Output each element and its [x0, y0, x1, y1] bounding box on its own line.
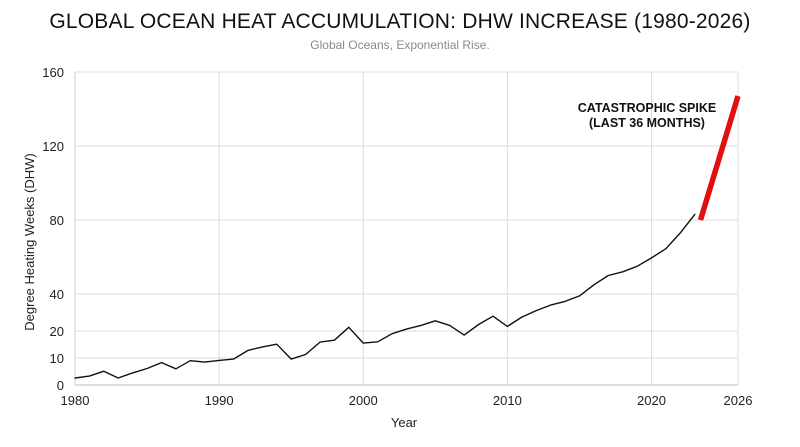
x-tick-label: 2000 — [349, 393, 378, 408]
y-axis-label: Degree Heating Weeks (DHW) — [22, 153, 37, 330]
series-group — [74, 95, 741, 379]
chart-title: GLOBAL OCEAN HEAT ACCUMULATION: DHW INCR… — [49, 10, 751, 33]
y-tick-label: 40 — [50, 287, 64, 302]
annotation-line-2: (LAST 36 MONTHS) — [589, 116, 705, 130]
series-line-historical — [74, 213, 696, 379]
y-tick-label: 0 — [57, 378, 64, 393]
x-tick-label: 1990 — [205, 393, 234, 408]
y-tick-label: 120 — [42, 139, 64, 154]
series-line-spike — [697, 95, 741, 221]
x-tick-label: 2020 — [637, 393, 666, 408]
y-tick-label: 80 — [50, 213, 64, 228]
annotation-line-1: CATASTROPHIC SPIKE — [578, 101, 716, 115]
y-tick-label: 160 — [42, 65, 64, 80]
x-tick-label: 2010 — [493, 393, 522, 408]
y-tick-label: 20 — [50, 324, 64, 339]
y-axis-ticks: 0 10 20 40 80 120 160 — [42, 65, 64, 393]
grid-lines — [74, 71, 739, 386]
x-axis-ticks: 1980 1990 2000 2010 2020 2026 — [61, 393, 753, 408]
x-tick-label: 1980 — [61, 393, 90, 408]
y-tick-label: 10 — [50, 351, 64, 366]
x-tick-label: 2026 — [724, 393, 753, 408]
x-axis-label: Year — [391, 415, 418, 430]
chart-subtitle: Global Oceans, Exponential Rise. — [310, 38, 490, 52]
